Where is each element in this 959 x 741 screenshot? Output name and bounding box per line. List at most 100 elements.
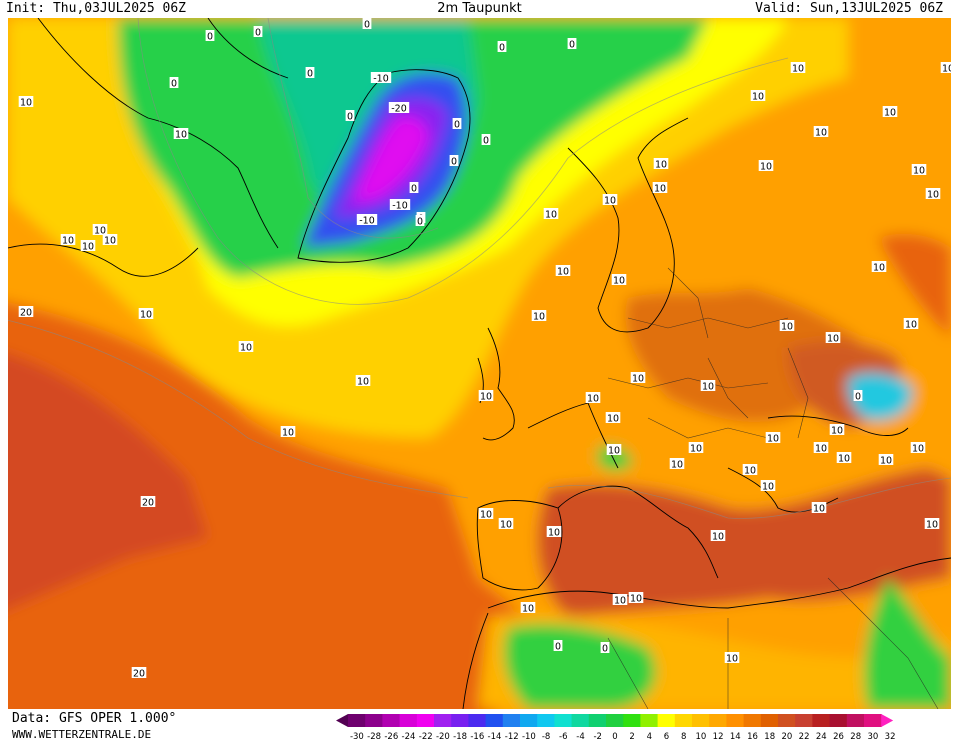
svg-text:0: 0 — [555, 642, 561, 653]
legend-tick-label: -10 — [522, 732, 536, 741]
contour-label: 10 — [910, 442, 926, 455]
contour-label: 10 — [102, 234, 118, 247]
contour-label: 10 — [612, 594, 628, 607]
contour-label: 10 — [498, 518, 514, 531]
contour-label: -10 — [370, 72, 392, 85]
svg-text:10: 10 — [604, 196, 616, 207]
svg-text:10: 10 — [607, 414, 619, 425]
contour-label: 10 — [652, 182, 668, 195]
contour-label: 10 — [478, 508, 494, 521]
svg-text:10: 10 — [913, 166, 925, 177]
svg-text:10: 10 — [654, 184, 666, 195]
contour-label: 10 — [18, 96, 34, 109]
contour-label: 10 — [700, 380, 716, 393]
contour-label: 10 — [710, 530, 726, 543]
legend-swatch — [348, 714, 366, 727]
svg-text:10: 10 — [545, 210, 557, 221]
legend-swatch — [520, 714, 538, 727]
legend-tick-label: -18 — [453, 732, 467, 741]
svg-text:20: 20 — [20, 308, 32, 319]
legend-tick-label: 16 — [747, 732, 758, 741]
svg-text:10: 10 — [94, 226, 106, 237]
svg-text:10: 10 — [767, 434, 779, 445]
legend-tick-label: 22 — [799, 732, 810, 741]
svg-text:0: 0 — [171, 79, 177, 90]
contour-label: 10 — [628, 592, 644, 605]
contour-label: 10 — [829, 424, 845, 437]
contour-label: 10 — [813, 126, 829, 139]
contour-label: 0 — [205, 30, 215, 43]
svg-text:10: 10 — [827, 334, 839, 345]
svg-text:10: 10 — [781, 322, 793, 333]
legend-swatch — [606, 714, 624, 727]
contour-label: 10 — [750, 90, 766, 103]
contour-lines — [8, 18, 951, 519]
legend-swatch — [657, 714, 676, 727]
legend-tick-label: 2 — [629, 732, 634, 741]
legend-tick-label: 4 — [647, 732, 652, 741]
contour-labels: 101000000000-10-2000000-10-1001010101010… — [18, 18, 951, 680]
contour-label: 10 — [520, 602, 536, 615]
svg-text:-10: -10 — [373, 74, 389, 85]
legend-swatch — [812, 714, 831, 727]
svg-text:0: 0 — [483, 136, 489, 147]
map-title: 2m Taupunkt — [437, 1, 522, 16]
legend-tick-label: 18 — [764, 732, 775, 741]
svg-text:10: 10 — [671, 460, 683, 471]
svg-text:10: 10 — [357, 377, 369, 388]
svg-text:10: 10 — [831, 426, 843, 437]
color-field — [8, 18, 951, 709]
contour-label: 0 — [600, 642, 610, 655]
legend-swatch — [623, 714, 641, 727]
contour-label: 10 — [630, 372, 646, 385]
legend-swatch — [829, 714, 848, 727]
legend-swatch — [468, 714, 487, 727]
contour-label: 10 — [882, 106, 898, 119]
contour-label: 10 — [546, 526, 562, 539]
contour-label: 10 — [911, 164, 927, 177]
contour-label: 10 — [602, 194, 618, 207]
legend-swatch — [726, 714, 745, 727]
contour-label: 10 — [903, 318, 919, 331]
svg-text:10: 10 — [533, 312, 545, 323]
contour-label: 10 — [813, 442, 829, 455]
legend-tick-label: 8 — [681, 732, 686, 741]
contour-label: 10 — [760, 480, 776, 493]
contour-label: 10 — [724, 652, 740, 665]
svg-text:10: 10 — [744, 466, 756, 477]
legend-swatch — [434, 714, 452, 727]
svg-text:0: 0 — [499, 43, 505, 54]
contour-label: 10 — [836, 452, 852, 465]
legend-swatch — [502, 714, 521, 727]
contour-label: 10 — [758, 160, 774, 173]
contour-label: -10 — [356, 214, 378, 227]
contour-label: 0 — [853, 390, 863, 403]
svg-text:0: 0 — [454, 120, 460, 131]
contour-label: 10 — [80, 240, 96, 253]
svg-text:10: 10 — [557, 267, 569, 278]
legend-swatch — [709, 714, 727, 727]
svg-text:10: 10 — [813, 504, 825, 515]
contour-label: 0 — [305, 67, 315, 80]
init-time: Init: Thu,03JUL2025 06Z — [6, 1, 187, 16]
svg-text:10: 10 — [905, 320, 917, 331]
legend-swatch — [864, 714, 882, 727]
svg-text:-20: -20 — [391, 104, 407, 115]
legend-swatch — [588, 714, 607, 727]
contour-label: 20 — [140, 496, 156, 509]
svg-text:20: 20 — [142, 498, 154, 509]
contour-label: 0 — [481, 134, 491, 147]
contour-label: -20 — [388, 102, 410, 115]
contour-label: 10 — [871, 261, 887, 274]
legend-swatch — [485, 714, 504, 727]
svg-text:-10: -10 — [392, 201, 408, 212]
svg-text:10: 10 — [760, 162, 772, 173]
svg-text:0: 0 — [364, 20, 370, 31]
contour-label: 10 — [811, 502, 827, 515]
svg-text:10: 10 — [702, 382, 714, 393]
svg-text:10: 10 — [912, 444, 924, 455]
contour-label: 0 — [409, 182, 419, 195]
legend-swatch — [692, 714, 710, 727]
svg-text:10: 10 — [655, 160, 667, 171]
website: WWW.WETTERZENTRALE.DE — [12, 728, 152, 741]
